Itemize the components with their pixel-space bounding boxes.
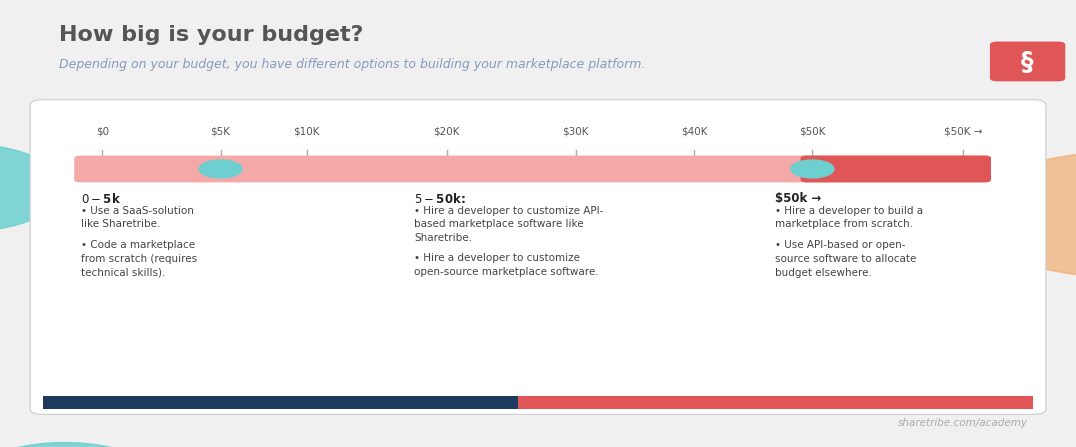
Text: • Code a marketplace
from scratch (requires
technical skills).: • Code a marketplace from scratch (requi… [81,240,197,278]
Text: • Hire a developer to build a
marketplace from scratch.: • Hire a developer to build a marketplac… [775,206,923,229]
Text: $50k →: $50k → [775,192,821,205]
FancyBboxPatch shape [990,42,1065,81]
FancyBboxPatch shape [801,156,991,182]
Text: $0: $0 [96,127,109,136]
Text: • Use API-based or open-
source software to allocate
budget elsewhere.: • Use API-based or open- source software… [775,240,916,278]
Circle shape [199,160,242,178]
Circle shape [791,160,834,178]
Circle shape [0,143,65,232]
Text: • Use a SaaS-solution
like Sharetribe.: • Use a SaaS-solution like Sharetribe. [81,206,194,229]
Text: $5K: $5K [211,127,230,136]
Text: §: § [1021,50,1034,74]
Text: $10K: $10K [294,127,320,136]
Text: sharetribe.com/academy: sharetribe.com/academy [897,418,1028,428]
Circle shape [968,152,1076,277]
Text: $20K: $20K [434,127,459,136]
Text: • Hire a developer to customize API-
based marketplace software like
Sharetribe.: • Hire a developer to customize API- bas… [414,206,604,243]
Text: $0-$5k: $0-$5k [81,192,121,206]
Bar [519,396,1033,409]
Text: Depending on your budget, you have different options to building your marketplac: Depending on your budget, you have diffe… [59,58,646,71]
Text: $5-$50k:: $5-$50k: [414,192,466,206]
Text: $50K →: $50K → [944,127,982,136]
Text: • Hire a developer to customize
open-source marketplace software.: • Hire a developer to customize open-sou… [414,253,599,277]
Text: How big is your budget?: How big is your budget? [59,25,364,45]
FancyBboxPatch shape [30,100,1046,414]
Text: $40K: $40K [681,127,707,136]
Text: $30K: $30K [563,127,589,136]
Circle shape [0,443,161,447]
FancyBboxPatch shape [74,156,991,182]
Text: $50K: $50K [799,127,825,136]
Bar [43,396,519,409]
